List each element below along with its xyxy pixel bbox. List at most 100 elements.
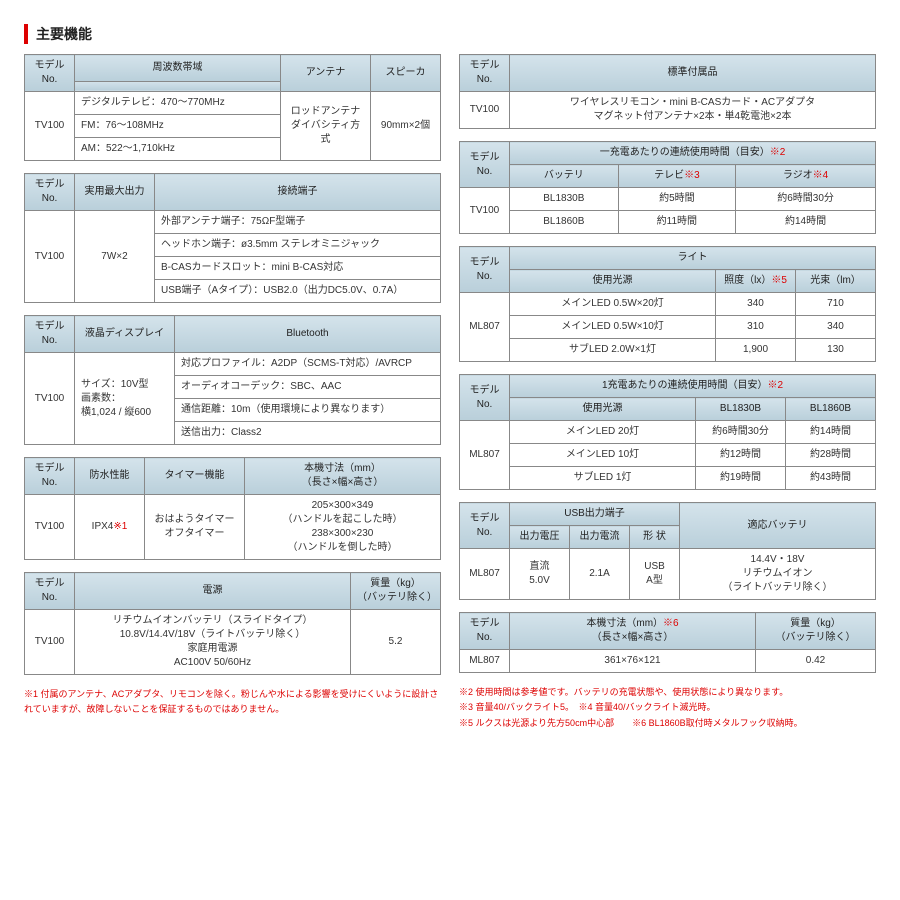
footnote: ※2 使用時間は参考値です。バッテリの充電状態や、使用状態により異なります。: [459, 685, 876, 700]
table-cell: 約19時間: [696, 467, 786, 490]
table-cell: 約12時間: [696, 444, 786, 467]
cell-volt: 直流5.0V: [510, 549, 570, 600]
cell-power: 7W×2: [75, 211, 155, 303]
cell-bt: 通信距離：10m（使用環境により異なります）: [175, 399, 441, 422]
header-power: 電源: [75, 573, 351, 610]
cell-power: リチウムイオンバッテリ（スライドタイプ）10.8V/14.4V/18V（ライトバ…: [75, 610, 351, 675]
table-cell: 約6時間30分: [696, 421, 786, 444]
cell-amp: 2.1A: [570, 549, 630, 600]
header-model: モデルNo.: [460, 55, 510, 92]
header-usb: USB出力端子: [510, 503, 680, 526]
cell-antenna: ロッドアンテナダイバシティ方式: [281, 92, 371, 161]
table-cell: 約11時間: [618, 211, 735, 234]
cell-model: TV100: [25, 353, 75, 445]
cell-speaker: 90mm×2個: [371, 92, 441, 161]
table-cell: 約5時間: [618, 188, 735, 211]
header-source: 使用光源: [510, 398, 696, 421]
header-lumen: 光束（lm）: [796, 270, 876, 293]
header-battery: バッテリ: [510, 165, 619, 188]
header-shape: 形 状: [630, 526, 680, 549]
cell-model: ML807: [460, 293, 510, 362]
table-cell: 130: [796, 339, 876, 362]
cell-model: TV100: [25, 610, 75, 675]
table-cell: 340: [796, 316, 876, 339]
cell-model: TV100: [25, 211, 75, 303]
table-power: モデルNo.電源質量（kg）（バッテリ除く） TV100リチウムイオンバッテリ（…: [24, 572, 441, 675]
header-model: モデルNo.: [25, 174, 75, 211]
table-frequency: モデルNo.周波数帯域アンテナスピーカ TV100デジタルテレビ：470〜770…: [24, 54, 441, 161]
header-runtime: 一充電あたりの連続使用時間（目安）※2: [510, 142, 876, 165]
columns: モデルNo.周波数帯域アンテナスピーカ TV100デジタルテレビ：470〜770…: [24, 54, 876, 731]
cell-mass: 5.2: [351, 610, 441, 675]
header-model: モデルNo.: [25, 316, 75, 353]
cell-bt: 送信出力：Class2: [175, 422, 441, 445]
left-column: モデルNo.周波数帯域アンテナスピーカ TV100デジタルテレビ：470〜770…: [24, 54, 441, 731]
cell-model: ML807: [460, 421, 510, 490]
header-model: モデルNo.: [460, 247, 510, 293]
cell-mass: 0.42: [756, 650, 876, 673]
header-volt: 出力電圧: [510, 526, 570, 549]
header-source: 使用光源: [510, 270, 716, 293]
table-cell: 約28時間: [786, 444, 876, 467]
table-display: モデルNo.液晶ディスプレイBluetooth TV100サイズ：10V型画素数…: [24, 315, 441, 445]
right-column: モデルNo.標準付属品 TV100ワイヤレスリモコン・mini B-CASカード…: [459, 54, 876, 731]
header-antenna: アンテナ: [281, 55, 371, 92]
table-cell: 310: [716, 316, 796, 339]
cell-bt: 対応プロファイル：A2DP（SCMS-T対応）/AVRCP: [175, 353, 441, 376]
header-battery: 適応バッテリ: [680, 503, 876, 549]
cell-freq: デジタルテレビ：470〜770MHz: [75, 92, 281, 115]
header-mass: 質量（kg）（バッテリ除く）: [756, 613, 876, 650]
header-dim: 本機寸法（mm）（長さ×幅×高さ）: [245, 458, 441, 495]
cell-dim: 205×300×349（ハンドルを起こした時）238×300×230（ハンドルを…: [245, 495, 441, 560]
table-dimension: モデルNo.本機寸法（mm）※6（長さ×幅×高さ）質量（kg）（バッテリ除く） …: [459, 612, 876, 673]
header-bt: Bluetooth: [175, 316, 441, 353]
table-cell: サブLED 2.0W×1灯: [510, 339, 716, 362]
header-timer: タイマー機能: [145, 458, 245, 495]
table-waterproof: モデルNo.防水性能タイマー機能本機寸法（mm）（長さ×幅×高さ） TV100I…: [24, 457, 441, 560]
cell-model: TV100: [460, 92, 510, 129]
table-cell: メインLED 10灯: [510, 444, 696, 467]
footnote: ※5 ルクスは光源より先方50cm中心部 ※6 BL1860B取付時メタルフック…: [459, 716, 876, 731]
cell-display: サイズ：10V型画素数：横1,024 / 縦600: [75, 353, 175, 445]
table-cell: サブLED 1灯: [510, 467, 696, 490]
cell-timer: おはようタイマーオフタイマー: [145, 495, 245, 560]
header-tv: テレビ※3: [618, 165, 735, 188]
cell-freq: AM：522〜1,710kHz: [75, 138, 281, 161]
header-model: モデルNo.: [460, 375, 510, 421]
header-display: 液晶ディスプレイ: [75, 316, 175, 353]
header-amp: 出力電流: [570, 526, 630, 549]
header-model: モデルNo.: [25, 573, 75, 610]
header-conn: 接続端子: [155, 174, 441, 211]
cell-battery: 14.4V・18Vリチウムイオン（ライトバッテリ除く）: [680, 549, 876, 600]
cell-dim: 361×76×121: [510, 650, 756, 673]
header-radio: ラジオ※4: [736, 165, 876, 188]
header-acc: 標準付属品: [510, 55, 876, 92]
cell-freq: FM：76〜108MHz: [75, 115, 281, 138]
table-cell: BL1830B: [510, 188, 619, 211]
footnote: ※3 音量40/バックライト5。 ※4 音量40/バックライト滅光時。: [459, 700, 876, 715]
table-cell: メインLED 0.5W×20灯: [510, 293, 716, 316]
table-cell: 710: [796, 293, 876, 316]
header-model: モデルNo.: [460, 503, 510, 549]
table-runtime-tv: モデルNo.一充電あたりの連続使用時間（目安）※2 バッテリテレビ※3ラジオ※4…: [459, 141, 876, 234]
table-light: モデルNo.ライト 使用光源照度（lx）※5光束（lm） ML807メインLED…: [459, 246, 876, 362]
header-dim: 本機寸法（mm）※6（長さ×幅×高さ）: [510, 613, 756, 650]
header-b2: BL1860B: [786, 398, 876, 421]
table-cell: メインLED 20灯: [510, 421, 696, 444]
table-cell: 約14時間: [736, 211, 876, 234]
cell-conn: USB端子（Aタイプ）：USB2.0（出力DC5.0V、0.7A）: [155, 280, 441, 303]
cell-model: ML807: [460, 549, 510, 600]
table-cell: BL1860B: [510, 211, 619, 234]
cell-conn: B-CASカードスロット：mini B-CAS対応: [155, 257, 441, 280]
header-output: 実用最大出力: [75, 174, 155, 211]
table-cell: 340: [716, 293, 796, 316]
cell-model: TV100: [25, 92, 75, 161]
table-usb: モデルNo.USB出力端子適応バッテリ 出力電圧出力電流形 状 ML807直流5…: [459, 502, 876, 600]
header-mass: 質量（kg）（バッテリ除く）: [351, 573, 441, 610]
cell-model: ML807: [460, 650, 510, 673]
header-runtime: 1充電あたりの連続使用時間（目安）※2: [510, 375, 876, 398]
table-runtime-light: モデルNo.1充電あたりの連続使用時間（目安）※2 使用光源BL1830BBL1…: [459, 374, 876, 490]
header-light: ライト: [510, 247, 876, 270]
cell-acc: ワイヤレスリモコン・mini B-CASカード・ACアダプタマグネット付アンテナ…: [510, 92, 876, 129]
cell-model: TV100: [460, 188, 510, 234]
